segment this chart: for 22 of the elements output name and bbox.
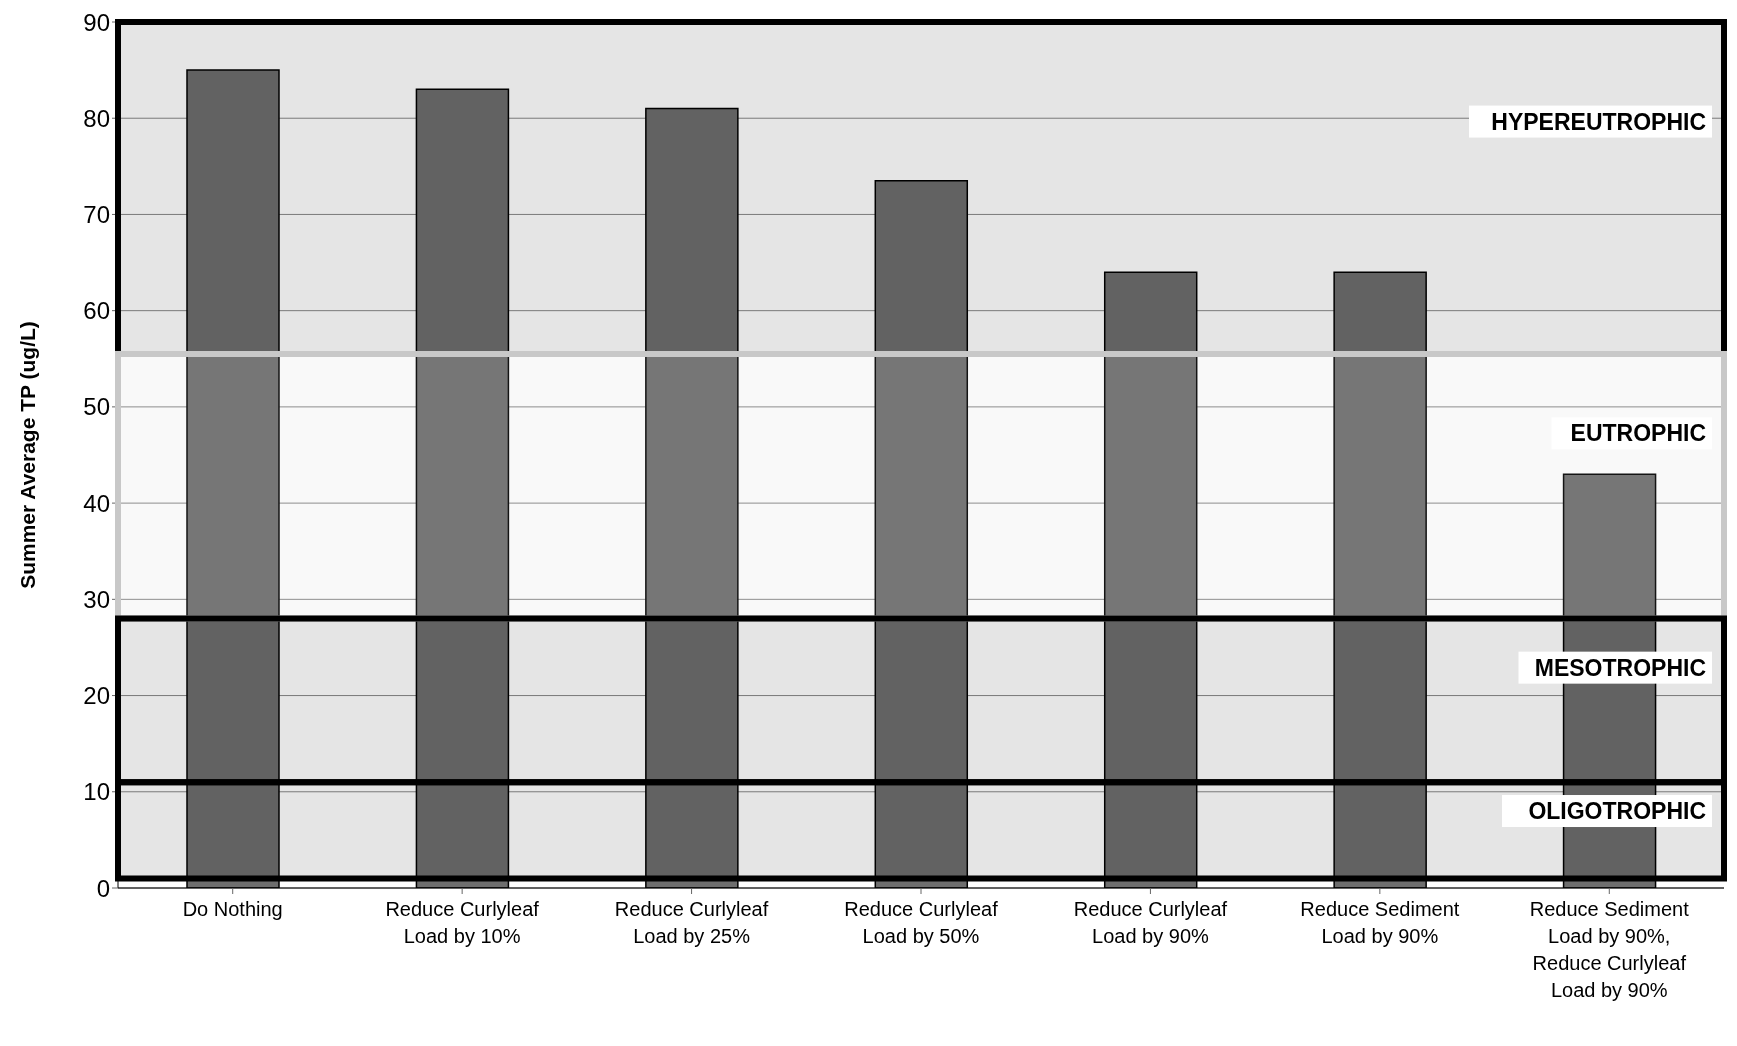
y-axis-title: Summer Average TP (ug/L): [16, 321, 40, 589]
y-tick-label: 60: [83, 297, 110, 325]
x-tick-label: Reduce Curlyleaf Load by 90%: [1073, 898, 1228, 947]
x-tick-label: Reduce Curlyleaf Load by 10%: [385, 898, 540, 947]
x-tick-label: Reduce Curlyleaf Load by 50%: [844, 898, 999, 947]
y-tick-label: 70: [83, 200, 110, 228]
x-tick-label: Reduce Sediment Load by 90%, Reduce Curlyleaf Load by 90%: [1529, 898, 1690, 1001]
y-tick-label: 80: [83, 104, 110, 132]
x-tick-label: Reduce Sediment Load by 90%: [1300, 898, 1460, 947]
band-label: OLIGOTROPHIC: [1528, 798, 1706, 825]
y-tick-label: 10: [83, 778, 110, 806]
y-tick-label: 20: [83, 682, 110, 710]
band-label: MESOTROPHIC: [1534, 654, 1706, 681]
y-tick-label: 0: [96, 874, 110, 902]
y-tick-label: 50: [83, 393, 110, 421]
y-tick-label: 30: [83, 585, 110, 613]
x-tick-label: Reduce Curlyleaf Load by 25%: [614, 898, 769, 947]
y-tick-label: 40: [83, 489, 110, 517]
band-label: HYPEREUTROPHIC: [1491, 108, 1706, 135]
x-tick-label: Do Nothing: [182, 898, 283, 920]
y-tick-label: 90: [83, 8, 110, 36]
band-label: EUTROPHIC: [1570, 420, 1706, 447]
